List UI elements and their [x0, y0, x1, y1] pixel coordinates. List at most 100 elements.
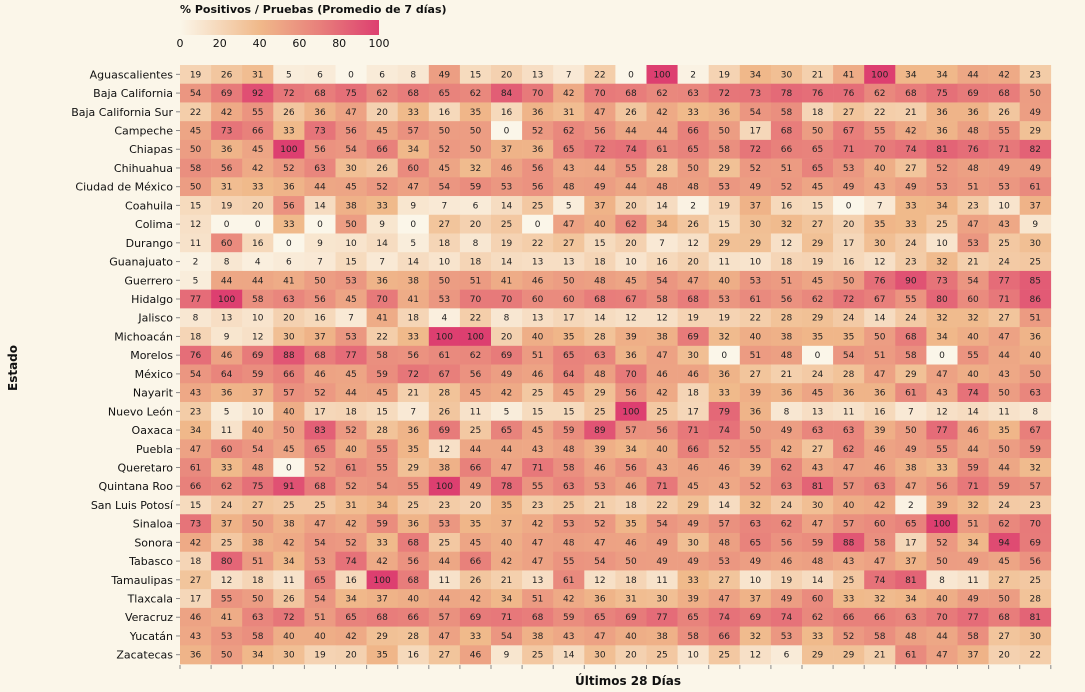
heatmap-cell [273, 551, 305, 571]
cell-value-label: 28 [781, 314, 793, 324]
heatmap-cell [646, 495, 678, 515]
heatmap-cell [864, 420, 896, 440]
heatmap-cell [895, 383, 927, 403]
heatmap-cell [739, 214, 772, 234]
cell-value-label: 34 [283, 557, 295, 567]
heatmap-cell [957, 458, 989, 478]
cell-value-label: 21 [781, 370, 792, 380]
cell-value-label: 5 [286, 70, 292, 80]
heatmap-cell [833, 495, 865, 515]
cell-value-label: 73 [221, 127, 232, 137]
heatmap-cell [677, 289, 709, 309]
heatmap-cell [584, 327, 616, 347]
heatmap-cell [428, 270, 461, 290]
heatmap-cell [459, 514, 492, 534]
cell-value-label: 42 [656, 389, 667, 399]
cell-value-label: 67 [843, 127, 854, 137]
heatmap-cell [895, 607, 927, 627]
heatmap-cell [304, 476, 336, 496]
cell-value-label: 50 [812, 127, 824, 137]
cell-value-label: 21 [812, 70, 823, 80]
heatmap-cell [366, 252, 398, 272]
cell-value-label: 15 [190, 501, 201, 511]
cell-value-label: 27 [719, 576, 730, 586]
cell-value-label: 13 [221, 314, 232, 324]
cell-value-label: 33 [812, 632, 823, 642]
cell-value-label: 56 [1030, 557, 1042, 567]
heatmap-cell [397, 158, 430, 178]
cell-value-label: 72 [843, 295, 854, 305]
heatmap-cell [770, 645, 803, 665]
heatmap-cell [895, 270, 927, 290]
cell-value-label: 72 [283, 613, 294, 623]
cell-value-label: 69 [1030, 538, 1042, 548]
heatmap-cell [770, 233, 803, 253]
heatmap-cell [335, 327, 367, 347]
heatmap-cell [988, 476, 1020, 496]
cell-value-label: 40 [594, 220, 606, 230]
heatmap-cell [957, 533, 989, 553]
heatmap-cell [988, 570, 1020, 590]
heatmap-cell [739, 495, 772, 515]
heatmap-cell [584, 139, 616, 159]
heatmap-cell [242, 308, 274, 328]
heatmap-cell [491, 439, 523, 459]
heatmap-cell [553, 252, 585, 272]
cell-value-label: 30 [687, 538, 699, 548]
cell-value-label: 60 [563, 295, 575, 305]
cell-value-label: 68 [625, 89, 637, 99]
heatmap-cell [677, 270, 709, 290]
cell-value-label: 68 [408, 576, 420, 586]
cell-value-label: 38 [439, 463, 451, 473]
cell-value-label: 46 [190, 613, 202, 623]
heatmap-cell [646, 102, 678, 122]
heatmap-cell [739, 308, 772, 328]
heatmap-cell [491, 364, 523, 384]
heatmap-cell [739, 270, 772, 290]
heatmap-cell [739, 252, 772, 272]
heatmap-cell [584, 495, 616, 515]
cell-value-label: 35 [470, 520, 481, 530]
cell-value-label: 45 [563, 389, 574, 399]
cell-value-label: 9 [1032, 220, 1038, 230]
heatmap-cell [459, 102, 492, 122]
heatmap-cell [366, 626, 398, 646]
cell-value-label: 26 [376, 164, 388, 174]
cell-value-label: 21 [967, 258, 978, 268]
heatmap-cell [397, 252, 430, 272]
heatmap-cell [459, 252, 492, 272]
cell-value-label: 74 [625, 145, 637, 155]
cell-value-label: 70 [625, 370, 637, 380]
heatmap-cell [304, 645, 336, 665]
heatmap-cell [211, 233, 243, 253]
cell-value-label: 46 [874, 463, 886, 473]
cell-value-label: 23 [905, 258, 916, 268]
heatmap-cell [802, 420, 834, 440]
cell-value-label: 45 [345, 295, 356, 305]
heatmap-cell [304, 570, 336, 590]
heatmap-cell [273, 364, 305, 384]
heatmap-cell [957, 514, 989, 534]
cell-value-label: 51 [874, 351, 885, 361]
cell-value-label: 53 [719, 295, 730, 305]
cell-value-label: 65 [563, 145, 574, 155]
heatmap-cell [304, 345, 336, 365]
cell-value-label: 65 [687, 145, 698, 155]
heatmap-cell [180, 83, 212, 103]
cell-value-label: 47 [345, 108, 356, 118]
row-label: México [135, 368, 174, 381]
heatmap-cell [833, 177, 865, 197]
cell-value-label: 65 [439, 89, 450, 99]
heatmap-cell [335, 158, 367, 178]
heatmap-cell [895, 495, 927, 515]
heatmap-cell [584, 177, 616, 197]
heatmap-cell [615, 514, 647, 534]
heatmap-cell [491, 645, 523, 665]
cell-value-label: 54 [656, 276, 668, 286]
heatmap-cell [864, 214, 896, 234]
cell-value-label: 12 [936, 407, 947, 417]
heatmap-cell [957, 607, 989, 627]
heatmap-cell [366, 476, 398, 496]
heatmap-cell [211, 196, 243, 216]
heatmap-cell [802, 439, 834, 459]
